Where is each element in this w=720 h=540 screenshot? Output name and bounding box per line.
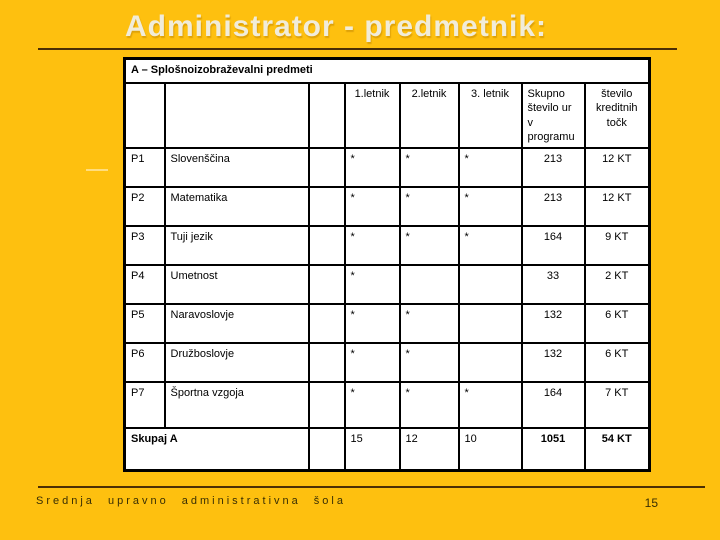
table-row: P6 Družboslovje * * 132 6 KT: [123, 342, 651, 384]
cell-year1: *: [343, 186, 401, 228]
total-year2: 12: [398, 427, 460, 472]
cell-subject: Tuji jezik: [163, 225, 310, 267]
header-total-hours: Skupno število ur v programu: [520, 81, 586, 150]
header-empty-subject: [163, 81, 310, 150]
cell-year1: *: [343, 303, 401, 345]
cell-hours: 132: [520, 303, 586, 345]
cell-credits: 9 KT: [583, 225, 651, 267]
cell-year3: *: [457, 225, 523, 267]
total-label: Skupaj A: [123, 427, 310, 472]
total-year1: 15: [343, 427, 401, 472]
cell-subject: Družboslovje: [163, 342, 310, 384]
cell-year3: *: [457, 186, 523, 228]
cell-credits: 12 KT: [583, 186, 651, 228]
table-row: P1 Slovenščina * * * 213 12 KT: [123, 147, 651, 189]
cell-gap: [307, 264, 346, 306]
slide-title: Administrator - predmetnik:: [125, 10, 548, 43]
cell-year1: *: [343, 381, 401, 430]
cell-code: P6: [123, 342, 166, 384]
cell-code: P7: [123, 381, 166, 430]
cell-year3: [457, 342, 523, 384]
cell-code: P2: [123, 186, 166, 228]
cell-gap: [307, 381, 346, 430]
header-year1: 1.letnik: [343, 81, 401, 150]
table-total-row: Skupaj A 15 12 10 1051 54 KT: [123, 427, 651, 472]
cell-subject: Slovenščina: [163, 147, 310, 189]
cell-year2: *: [398, 147, 460, 189]
table-row: P2 Matematika * * * 213 12 KT: [123, 186, 651, 228]
total-credits: 54 KT: [583, 427, 651, 472]
header-credits: število kreditnih točk: [583, 81, 651, 150]
cell-credits: 6 KT: [583, 342, 651, 384]
cell-year3: [457, 303, 523, 345]
cell-subject: Naravoslovje: [163, 303, 310, 345]
footer-school-name: Srednja upravno administrativna šola: [36, 495, 346, 507]
cell-code: P1: [123, 147, 166, 189]
cell-subject: Umetnost: [163, 264, 310, 306]
cell-gap: [307, 427, 346, 472]
cell-year1: *: [343, 147, 401, 189]
cell-code: P5: [123, 303, 166, 345]
cell-year2: *: [398, 225, 460, 267]
total-year3: 10: [457, 427, 523, 472]
header-empty-code: [123, 81, 166, 150]
cell-gap: [307, 225, 346, 267]
decorative-dash: [86, 169, 108, 171]
cell-hours: 164: [520, 225, 586, 267]
header-empty-gap: [307, 81, 346, 150]
table-row: P7 Športna vzgoja * * * 164 7 KT: [123, 381, 651, 430]
cell-year2: *: [398, 342, 460, 384]
total-hours: 1051: [520, 427, 586, 472]
cell-year2: *: [398, 186, 460, 228]
cell-credits: 12 KT: [583, 147, 651, 189]
cell-hours: 213: [520, 186, 586, 228]
cell-hours: 164: [520, 381, 586, 430]
header-year2: 2.letnik: [398, 81, 460, 150]
table-row: A – Splošnoizobraževalni predmeti: [123, 57, 651, 84]
cell-credits: 7 KT: [583, 381, 651, 430]
cell-gap: [307, 147, 346, 189]
footer-divider: [38, 486, 705, 488]
header-year3: 3. letnik: [457, 81, 523, 150]
cell-year2: [398, 264, 460, 306]
table-row: P3 Tuji jezik * * * 164 9 KT: [123, 225, 651, 267]
table-caption: A – Splošnoizobraževalni predmeti: [123, 57, 651, 84]
cell-gap: [307, 342, 346, 384]
cell-credits: 6 KT: [583, 303, 651, 345]
cell-year1: *: [343, 225, 401, 267]
cell-code: P4: [123, 264, 166, 306]
curriculum-table: A – Splošnoizobraževalni predmeti 1.letn…: [123, 57, 651, 473]
cell-year1: *: [343, 264, 401, 306]
cell-hours: 33: [520, 264, 586, 306]
cell-gap: [307, 303, 346, 345]
cell-year3: *: [457, 147, 523, 189]
cell-subject: Matematika: [163, 186, 310, 228]
cell-subject: Športna vzgoja: [163, 381, 310, 430]
cell-hours: 213: [520, 147, 586, 189]
cell-code: P3: [123, 225, 166, 267]
cell-year3: *: [457, 381, 523, 430]
title-divider: [38, 48, 677, 50]
table-row: P4 Umetnost * 33 2 KT: [123, 264, 651, 306]
page-number: 15: [644, 496, 658, 510]
cell-gap: [307, 186, 346, 228]
cell-year2: *: [398, 381, 460, 430]
cell-year2: *: [398, 303, 460, 345]
table-row: P5 Naravoslovje * * 132 6 KT: [123, 303, 651, 345]
cell-year3: [457, 264, 523, 306]
cell-credits: 2 KT: [583, 264, 651, 306]
cell-hours: 132: [520, 342, 586, 384]
table-row: 1.letnik 2.letnik 3. letnik Skupno števi…: [123, 81, 651, 150]
cell-year1: *: [343, 342, 401, 384]
